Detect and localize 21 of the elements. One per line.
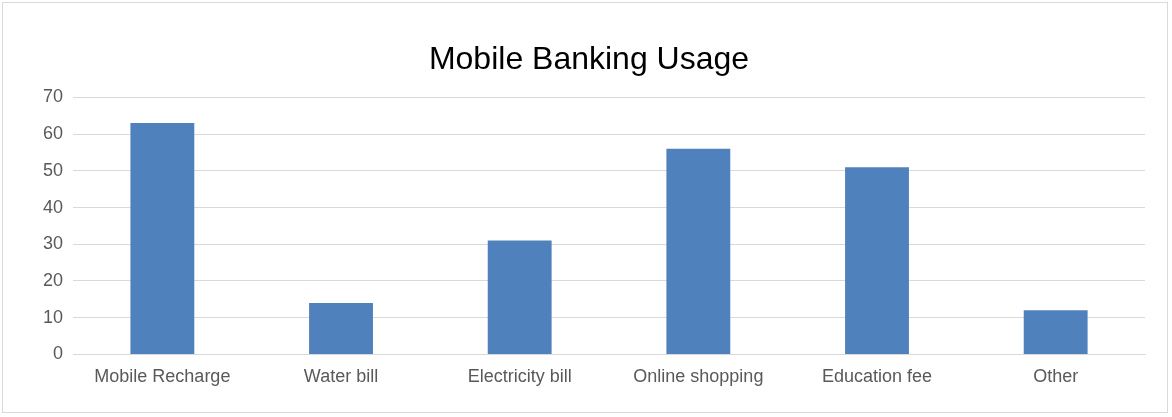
chart-title: Mobile Banking Usage [428, 40, 750, 77]
y-tick-label: 30 [42, 233, 64, 254]
y-tick-label: 10 [42, 306, 64, 327]
bar [309, 303, 373, 354]
x-tick-label: Other [1033, 366, 1079, 387]
bar [1023, 310, 1088, 354]
y-tick-label: 20 [42, 269, 64, 290]
bar [487, 240, 552, 354]
x-tick-label: Water bill [303, 366, 379, 387]
x-tick-label: Mobile Recharge [94, 366, 231, 387]
y-tick-label: 40 [42, 196, 64, 217]
x-tick-label: Online shopping [633, 366, 764, 387]
bar [845, 167, 909, 354]
y-tick-label: 70 [42, 86, 64, 107]
bar [666, 148, 731, 354]
x-tick-label: Education fee [821, 366, 933, 387]
bar [130, 123, 195, 354]
y-tick-label: 0 [53, 343, 64, 364]
y-tick-label: 60 [42, 123, 64, 144]
x-tick-label: Electricity bill [467, 366, 572, 387]
y-tick-label: 50 [42, 159, 64, 180]
